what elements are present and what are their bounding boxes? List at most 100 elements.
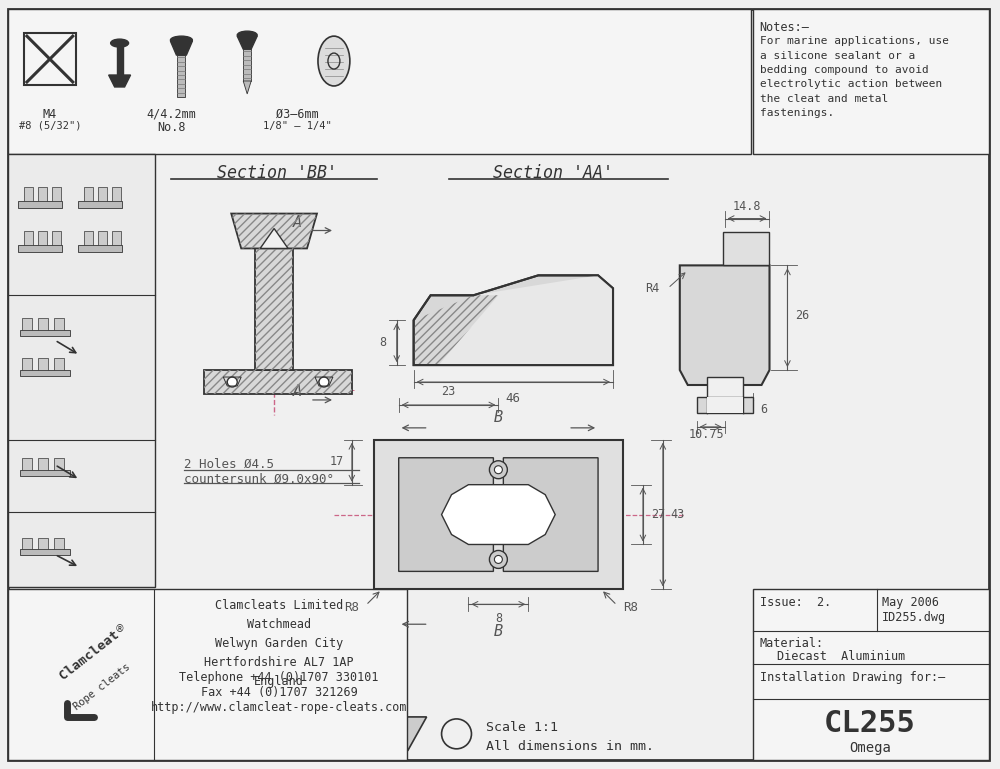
Bar — [84, 187, 93, 201]
Bar — [707, 397, 743, 413]
Text: Section 'AA': Section 'AA' — [493, 164, 613, 181]
Ellipse shape — [170, 36, 192, 44]
Text: Ø3–6mm: Ø3–6mm — [276, 108, 318, 121]
Text: Scale 1:1
All dimensions in mm.: Scale 1:1 All dimensions in mm. — [486, 721, 654, 753]
Text: 10.75: 10.75 — [689, 428, 725, 441]
Bar — [117, 43, 123, 75]
Bar — [98, 231, 107, 245]
Bar — [112, 187, 121, 201]
Text: Fax +44 (0)1707 321269: Fax +44 (0)1707 321269 — [201, 686, 357, 699]
Text: 23: 23 — [441, 385, 456, 398]
Text: 1/8" – 1/4": 1/8" – 1/4" — [263, 121, 331, 131]
Polygon shape — [414, 275, 613, 365]
Text: 43: 43 — [671, 508, 685, 521]
Ellipse shape — [318, 36, 350, 86]
Bar — [38, 187, 47, 201]
Circle shape — [494, 555, 502, 564]
Bar — [204, 370, 352, 394]
Bar — [24, 33, 76, 85]
Bar — [374, 440, 623, 589]
Text: R8: R8 — [344, 601, 359, 614]
Bar — [20, 370, 70, 376]
Text: Clamcleat: Clamcleat — [57, 628, 122, 682]
Bar — [78, 245, 122, 252]
Text: Rope cleats: Rope cleats — [72, 662, 132, 712]
Text: #8 (5/32"): #8 (5/32") — [19, 121, 81, 131]
Bar — [20, 470, 70, 476]
Text: M4: M4 — [43, 108, 57, 121]
Bar — [52, 231, 61, 245]
Ellipse shape — [111, 39, 129, 47]
Bar — [204, 370, 352, 394]
Circle shape — [489, 461, 507, 478]
Bar — [255, 248, 293, 370]
Bar — [112, 231, 121, 245]
Polygon shape — [389, 717, 427, 751]
Polygon shape — [442, 484, 555, 544]
Text: Diecast  Aluminium: Diecast Aluminium — [777, 650, 906, 663]
Circle shape — [489, 551, 507, 568]
Polygon shape — [109, 75, 131, 87]
Text: May 2006: May 2006 — [882, 596, 939, 609]
Polygon shape — [237, 36, 257, 49]
Circle shape — [319, 377, 329, 387]
Bar — [24, 231, 33, 245]
Bar — [98, 187, 107, 201]
Bar — [8, 9, 751, 154]
Circle shape — [227, 377, 237, 387]
Polygon shape — [243, 81, 251, 94]
Bar — [18, 245, 62, 252]
Bar — [255, 248, 293, 370]
Text: No.8: No.8 — [157, 121, 186, 134]
Bar — [78, 201, 122, 208]
Text: http://www.clamcleat-rope-cleats.com: http://www.clamcleat-rope-cleats.com — [151, 701, 407, 714]
Bar — [38, 538, 48, 550]
Polygon shape — [680, 265, 769, 385]
Text: A: A — [292, 215, 302, 230]
Bar — [24, 187, 33, 201]
Bar — [753, 589, 989, 760]
Bar — [38, 318, 48, 330]
Bar — [707, 377, 743, 397]
Text: Installation Drawing for:–: Installation Drawing for:– — [760, 671, 945, 684]
Bar — [38, 458, 48, 470]
Polygon shape — [399, 458, 493, 571]
Bar — [723, 232, 769, 265]
Text: Issue:  2.: Issue: 2. — [760, 596, 831, 609]
Bar — [697, 397, 707, 413]
Bar — [54, 458, 64, 470]
Text: B: B — [494, 624, 503, 639]
Bar — [18, 201, 62, 208]
Text: 27: 27 — [651, 508, 665, 521]
Text: Omega: Omega — [849, 741, 891, 755]
Bar — [54, 318, 64, 330]
Bar — [22, 358, 32, 370]
Text: A: A — [292, 384, 302, 399]
Bar — [177, 55, 185, 97]
Bar — [8, 154, 155, 588]
Bar — [54, 538, 64, 550]
Text: Material:: Material: — [760, 638, 824, 650]
Bar — [743, 397, 753, 413]
Text: B: B — [494, 411, 503, 425]
Text: 46: 46 — [506, 392, 521, 405]
Polygon shape — [260, 228, 288, 248]
Circle shape — [494, 466, 502, 474]
Text: 6: 6 — [761, 404, 768, 417]
Text: For marine applications, use
a silicone sealant or a
bedding compound to avoid
e: For marine applications, use a silicone … — [760, 36, 949, 118]
Text: CL255: CL255 — [824, 709, 916, 738]
Bar — [8, 589, 407, 760]
Text: 26: 26 — [795, 308, 810, 321]
Text: 8: 8 — [495, 612, 502, 625]
Ellipse shape — [237, 32, 257, 39]
Text: 2 Holes Ø4.5
countersunk Ø9.0x90°: 2 Holes Ø4.5 countersunk Ø9.0x90° — [184, 458, 334, 486]
Text: 4/4.2mm: 4/4.2mm — [147, 108, 196, 121]
Bar — [22, 538, 32, 550]
Text: Telephone +44 (0)1707 330101: Telephone +44 (0)1707 330101 — [179, 671, 379, 684]
Text: Section 'BB': Section 'BB' — [217, 164, 337, 181]
Bar — [20, 550, 70, 555]
Bar — [54, 358, 64, 370]
Text: ®: ® — [115, 624, 124, 634]
Polygon shape — [439, 275, 613, 365]
Bar — [84, 231, 93, 245]
